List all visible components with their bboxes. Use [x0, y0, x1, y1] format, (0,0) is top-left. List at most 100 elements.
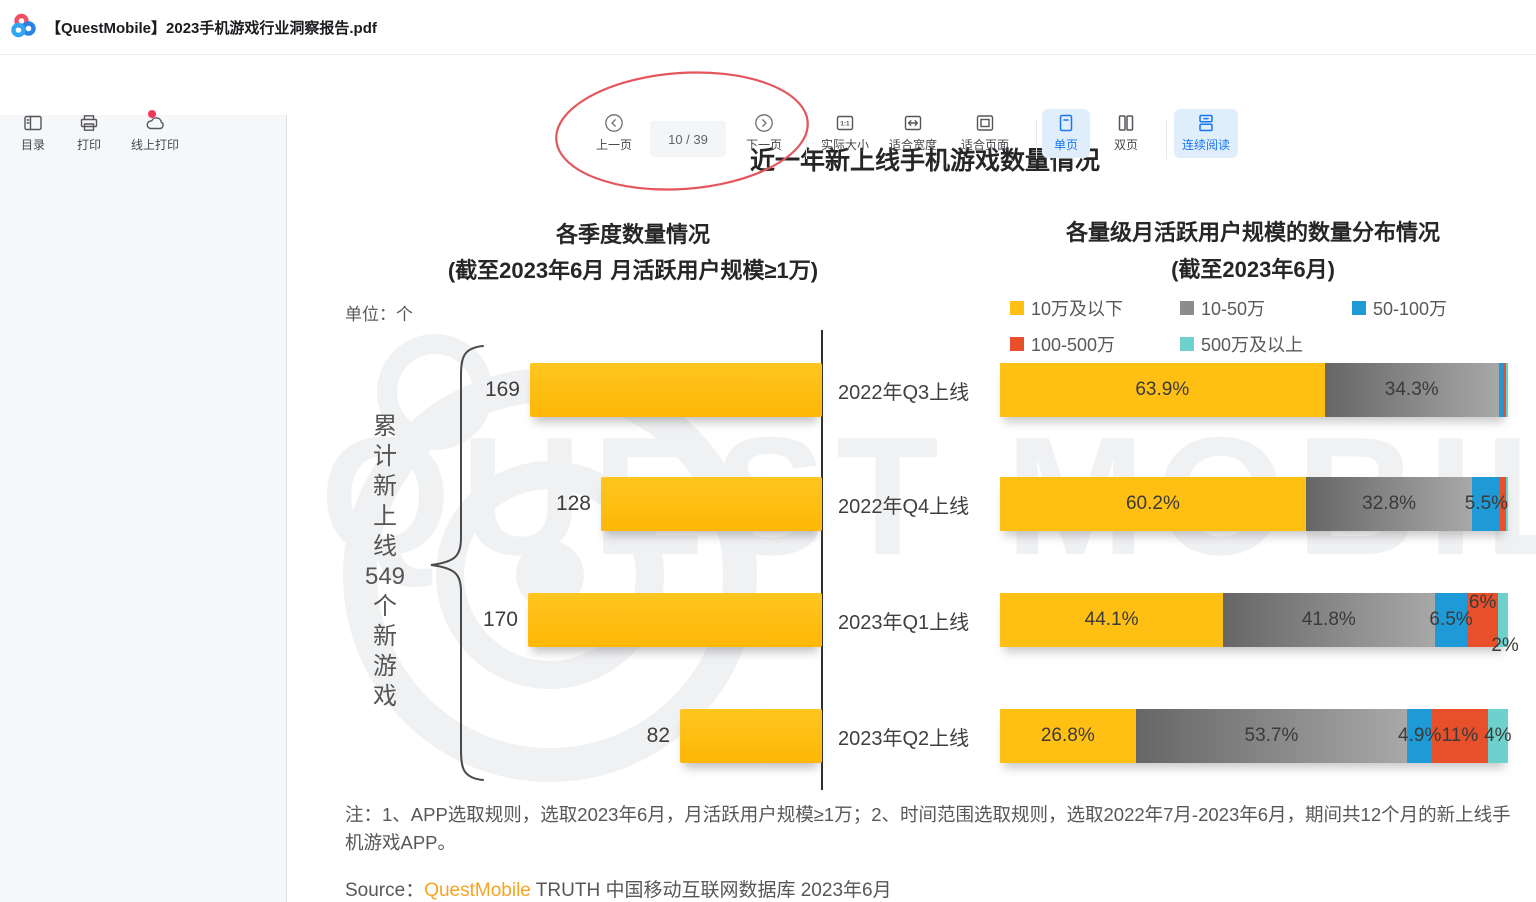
segment-label: 53.7%	[1244, 725, 1299, 746]
source-suffix: TRUTH 中国移动互联网数据库 2023年6月	[530, 880, 892, 901]
stacked-segment: 34.3%	[1324, 363, 1499, 417]
quarter-bar	[601, 477, 822, 531]
stacked-segment: 5.5%	[1465, 477, 1508, 531]
annotation-char: 上	[373, 503, 397, 530]
annotation-number: 549	[364, 563, 406, 590]
annotation-char: 戏	[373, 683, 397, 710]
svg-text:1:1: 1:1	[840, 121, 850, 128]
right-chart-title: 各量级月活跃用户规模的数量分布情况	[1065, 220, 1440, 245]
next-page-button[interactable]: 下一页	[738, 113, 790, 153]
legend-swatch	[1010, 337, 1024, 351]
legend-label: 100-500万	[1031, 335, 1116, 355]
stacked-segment	[1498, 363, 1504, 417]
stacked-segment: 63.9%	[1000, 363, 1325, 417]
right-chart-subtitle: (截至2023年6月)	[1171, 257, 1335, 282]
toolbar-divider	[1166, 119, 1167, 159]
fit-width-button[interactable]: 适合宽度	[884, 113, 942, 153]
legend-label: 10万及以下	[1031, 299, 1124, 319]
left-chart-subtitle: (截至2023年6月 月活跃用户规模≥1万)	[447, 258, 819, 283]
stacked-segment: 4.9%	[1398, 709, 1441, 763]
stacked-segment: 11%	[1432, 709, 1488, 763]
legend-item: 500万及以上	[1180, 331, 1303, 357]
cloud-print-icon	[146, 117, 164, 130]
source-prefix: Source：	[345, 880, 425, 901]
double-page-button[interactable]: 双页	[1102, 113, 1150, 153]
legend-item: 50-100万	[1352, 295, 1447, 321]
online-print-button[interactable]: 线上打印	[122, 110, 188, 153]
quarter-bar-value: 170	[482, 608, 518, 631]
legend-label: 10-50万	[1201, 299, 1266, 319]
fit-page-button[interactable]: 适合页面	[956, 113, 1014, 153]
segment-label: 2%	[1491, 634, 1519, 656]
stacked-segment: 6.5%	[1429, 593, 1473, 647]
segment-label: 4%	[1484, 725, 1512, 746]
segment-label: 34.3%	[1384, 379, 1439, 400]
quarter-bar-value: 82	[646, 724, 670, 747]
chart-axis	[821, 330, 823, 790]
annotation-char: 线	[373, 533, 397, 560]
category-label: 2022年Q4上线	[838, 495, 970, 518]
segment-label: 26.8%	[1040, 725, 1095, 746]
cumulative-annotation: 累计新上线 549 个新游戏	[355, 412, 415, 712]
prev-page-icon	[605, 114, 623, 132]
page-indicator[interactable]: 10 / 39	[650, 121, 726, 157]
toolbar: 目录 打印 线上打印	[0, 55, 1536, 191]
stacked-bar-row: 60.2% 32.8% 5.5%	[1000, 477, 1508, 531]
fit-page-icon	[976, 115, 994, 131]
quarter-bar	[680, 709, 822, 763]
annotation-char: 个	[373, 593, 397, 620]
legend-swatch	[1180, 301, 1194, 315]
segment-label: 41.8%	[1301, 609, 1356, 630]
segment-label: 5.5%	[1464, 493, 1509, 514]
title-bar: 【QuestMobile】2023手机游戏行业洞察报告.pdf	[0, 0, 1536, 55]
quarter-bar	[528, 593, 822, 647]
document-title: 【QuestMobile】2023手机游戏行业洞察报告.pdf	[46, 20, 377, 37]
prev-page-button[interactable]: 上一页	[588, 113, 640, 153]
legend-item: 10-50万	[1180, 295, 1265, 321]
legend-item: 100-500万	[1010, 331, 1115, 357]
legend-swatch	[1352, 301, 1366, 315]
segment-label: 63.9%	[1135, 379, 1190, 400]
annotation-char: 新	[373, 473, 397, 500]
stacked-segment	[1500, 477, 1507, 531]
next-page-icon	[755, 114, 773, 132]
category-label: 2023年Q1上线	[838, 611, 970, 634]
double-page-icon	[1118, 115, 1134, 131]
legend-label: 50-100万	[1373, 299, 1448, 319]
catalog-button[interactable]: 目录	[8, 113, 58, 153]
segment-label: 32.8%	[1362, 493, 1417, 514]
actual-size-button[interactable]: 1:1 实际大小	[816, 113, 874, 153]
legend-item: 10万及以下	[1010, 295, 1123, 321]
stacked-segment: 26.8%	[1000, 709, 1136, 763]
toolbar-divider	[1036, 119, 1037, 159]
print-button[interactable]: 打印	[64, 113, 114, 153]
segment-label: 4.9%	[1398, 725, 1442, 746]
single-page-icon	[1059, 114, 1073, 132]
annotation-char: 累	[373, 413, 397, 440]
fit-width-icon	[904, 115, 922, 131]
single-page-button[interactable]: 单页	[1042, 109, 1090, 158]
stacked-segment: 44.1%	[1000, 593, 1224, 647]
stacked-segment: 41.8%	[1223, 593, 1435, 647]
segment-label: 60.2%	[1125, 493, 1180, 514]
quarter-bar-value: 169	[484, 378, 520, 401]
stacked-segment: 4%	[1484, 709, 1512, 763]
legend-swatch	[1010, 301, 1024, 315]
segment-label: 11%	[1441, 725, 1479, 746]
quarter-bar	[530, 363, 822, 417]
stacked-segment	[1506, 363, 1508, 417]
sidebar-panel	[0, 115, 287, 902]
continuous-reading-button[interactable]: 连续阅读	[1174, 109, 1238, 158]
segment-label: 6.5%	[1429, 609, 1473, 630]
continuous-reading-icon	[1199, 114, 1213, 132]
legend-label: 500万及以上	[1201, 335, 1304, 355]
actual-size-icon: 1:1	[836, 115, 854, 131]
stacked-segment: 60.2%	[1000, 477, 1306, 531]
quarter-bar-value: 128	[555, 492, 591, 515]
legend-swatch	[1180, 337, 1194, 351]
stacked-segment: 53.7%	[1135, 709, 1408, 763]
annotation-char: 新	[373, 623, 397, 650]
footnote: 注：1、APP选取规则，选取2023年6月，月活跃用户规模≥1万；2、时间范围选…	[345, 804, 1511, 853]
stacked-segment	[1506, 477, 1508, 531]
